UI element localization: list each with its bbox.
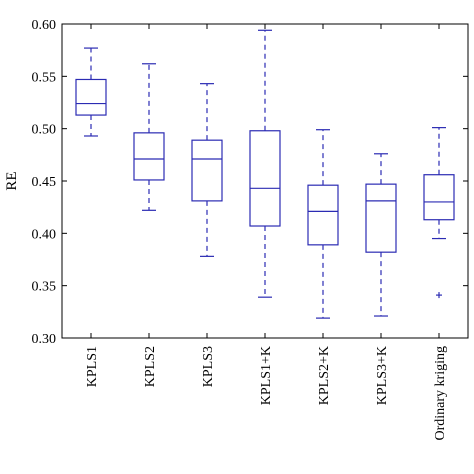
category-label: KPLS1 — [85, 346, 100, 387]
y-tick-label: 0.30 — [32, 332, 57, 347]
y-tick-label: 0.35 — [32, 280, 57, 295]
iqr-box — [423, 174, 455, 221]
box-2 — [191, 83, 223, 257]
category-label: KPLS2 — [143, 346, 158, 387]
y-tick-label: 0.40 — [32, 227, 57, 242]
category-label: KPLS1+K — [259, 346, 274, 405]
iqr-box — [191, 139, 223, 202]
category-label: KPLS3 — [201, 346, 216, 387]
iqr-box — [307, 184, 339, 246]
iqr-box — [75, 78, 107, 116]
y-tick-label: 0.45 — [32, 175, 57, 190]
y-axis-title: RE — [4, 171, 20, 190]
y-tick-label: 0.50 — [32, 123, 57, 138]
category-label: Ordinary kriging — [433, 346, 448, 440]
iqr-box — [133, 132, 165, 181]
category-label: KPLS3+K — [375, 346, 390, 405]
box-6 — [423, 127, 455, 299]
iqr-box — [249, 130, 281, 227]
axes-group — [61, 23, 469, 339]
boxes-group — [75, 29, 455, 319]
box-0 — [75, 47, 107, 137]
box-4 — [307, 129, 339, 319]
category-label: KPLS2+K — [317, 346, 332, 405]
y-tick-label: 0.60 — [32, 18, 57, 33]
labels-group: 0.30 0.35 0.40 0.45 0.50 0.55 0.60 RE KPLS1 KPLS2… — [4, 18, 448, 440]
box-5 — [365, 153, 397, 317]
y-tick-label: 0.55 — [32, 70, 57, 85]
box-1 — [133, 63, 165, 211]
box-3 — [249, 29, 281, 298]
iqr-box — [365, 183, 397, 253]
